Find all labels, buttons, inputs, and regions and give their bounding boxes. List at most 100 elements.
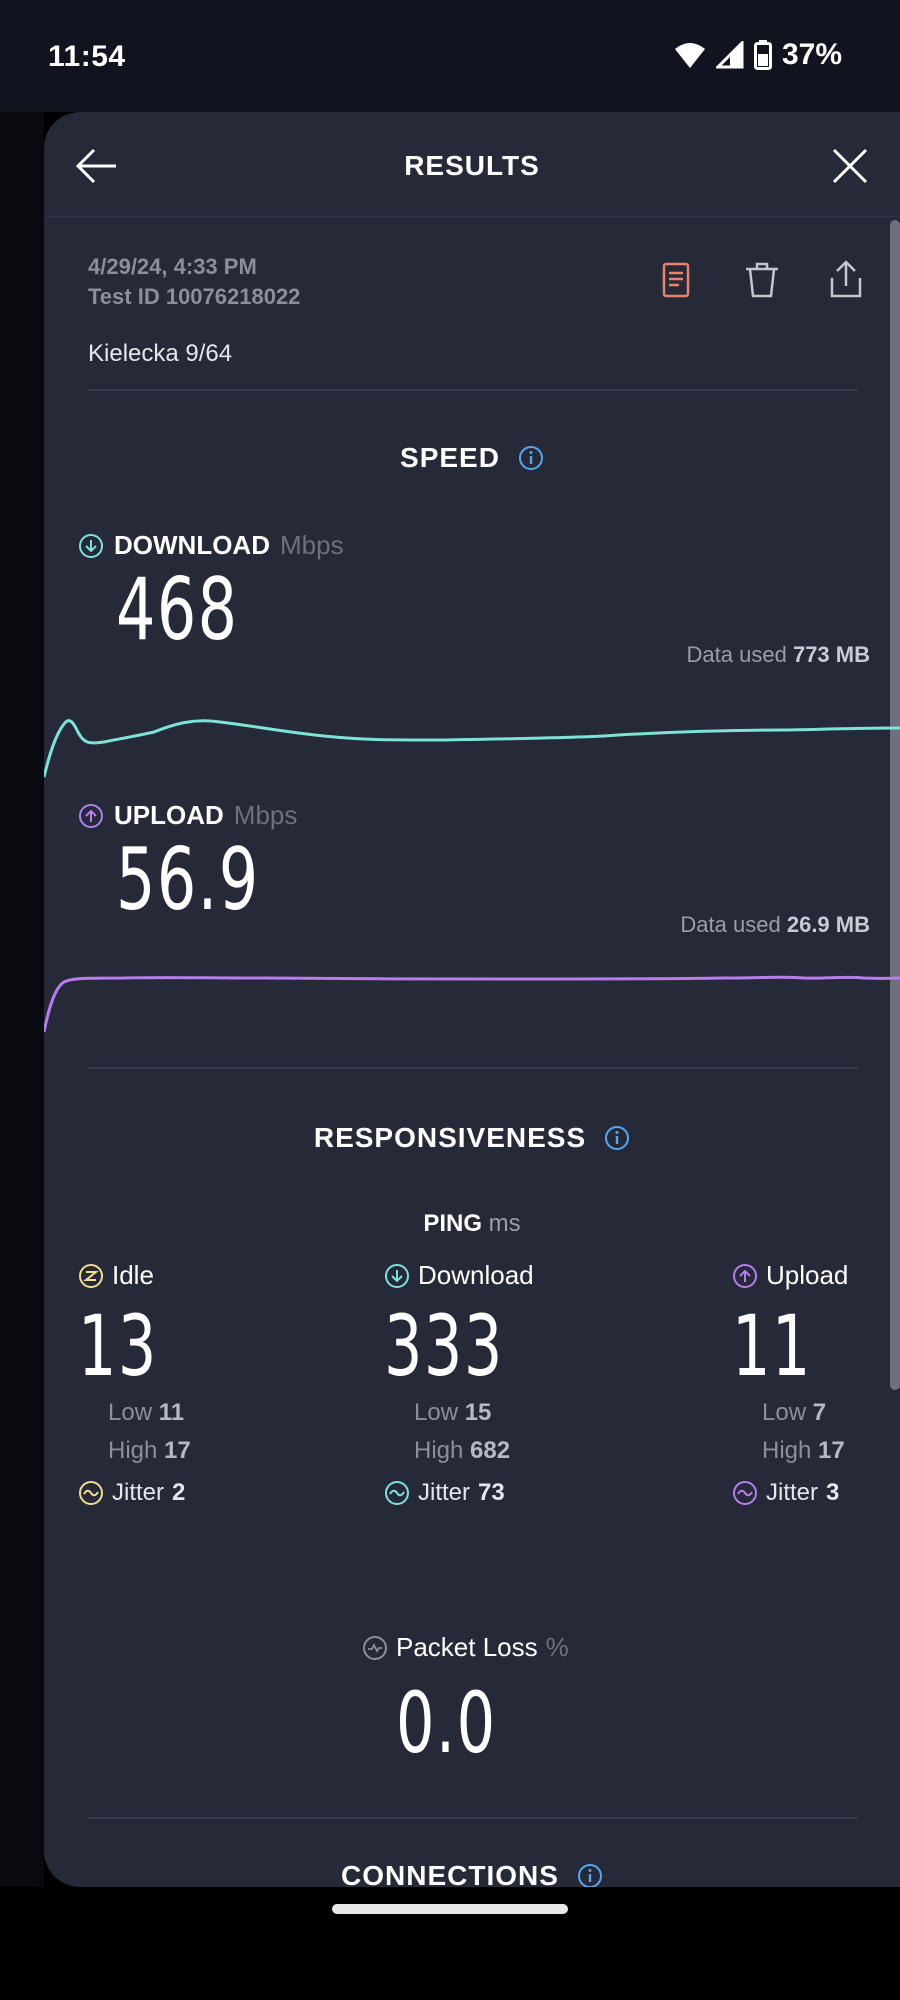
download-arrow-icon [385, 1263, 409, 1288]
ping-download-high-label: High [414, 1437, 464, 1464]
ping-idle-jitter: Jitter 2 [78, 1479, 191, 1507]
ping-upload-jitter-value: 3 [826, 1479, 840, 1506]
share-icon[interactable] [824, 258, 868, 302]
upload-arrow-icon [79, 803, 103, 828]
packet-loss-unit: % [545, 1632, 569, 1662]
info-icon[interactable] [518, 445, 544, 471]
ping-idle-high: High 17 [108, 1437, 191, 1465]
status-icons: 37% [674, 38, 842, 72]
ping-download-low-value: 15 [464, 1399, 492, 1426]
arrow-left-icon[interactable] [72, 142, 120, 190]
ping-upload-low-value: 7 [812, 1399, 827, 1426]
download-speed-value: 468 [116, 560, 239, 660]
ping-upload-low: Low 7 [762, 1399, 848, 1427]
results-sheet: RESULTS 4/29/24, 4:33 PM Test ID 1007621… [44, 112, 900, 1887]
ping-idle-low-value: 11 [158, 1399, 185, 1426]
ping-download-high-value: 682 [470, 1437, 511, 1464]
download-label: DOWNLOAD Mbps [78, 530, 344, 561]
ping-download-label: Download [384, 1260, 550, 1291]
packet-loss-icon [363, 1635, 387, 1660]
divider [88, 1817, 858, 1819]
speed-title-text: SPEED [400, 442, 500, 473]
ping-label: PING [423, 1210, 482, 1237]
info-icon[interactable] [604, 1125, 630, 1151]
header: RESULTS [44, 112, 900, 217]
connections-title-text: CONNECTIONS [341, 1860, 559, 1887]
connections-section-title: CONNECTIONS [44, 1860, 900, 1887]
responsiveness-title-text: RESPONSIVENESS [313, 1122, 587, 1153]
battery-icon [753, 40, 772, 70]
ping-upload-high-value: 17 [818, 1437, 845, 1464]
ping-upload-high: High 17 [762, 1437, 848, 1465]
download-arrow-icon [79, 533, 103, 558]
divider [88, 1067, 858, 1069]
jitter-icon [733, 1481, 757, 1505]
ping-upload-value: 11 [732, 1297, 812, 1395]
ping-idle-column: Idle 13 Low 11 High 17 Jitter 2 [78, 1260, 191, 1507]
ping-download-low: Low 15 [414, 1399, 550, 1427]
download-data-used-label: Data used [686, 642, 787, 667]
upload-label: UPLOAD Mbps [78, 800, 297, 831]
upload-data-used-label: Data used [680, 912, 781, 937]
download-speed-graph [44, 719, 900, 778]
ping-upload-column: Upload 11 Low 7 High 17 Jitter 3 [732, 1260, 848, 1507]
ping-unit: ms [488, 1210, 521, 1237]
status-bar: 11:54 37% [0, 0, 900, 112]
responsiveness-section-title: RESPONSIVENESS [44, 1122, 900, 1154]
ping-idle-low-label: Low [108, 1399, 153, 1426]
ping-download-jitter-label: Jitter [418, 1479, 471, 1506]
test-location: Kielecka 9/64 [88, 340, 233, 367]
ping-idle-jitter-label: Jitter [112, 1479, 165, 1506]
packet-loss-label: Packet Loss % [362, 1632, 569, 1663]
speed-section-title: SPEED [44, 442, 900, 474]
idle-icon [79, 1263, 103, 1288]
wifi-icon [674, 43, 705, 68]
upload-data-used: Data used 26.9 MB [680, 912, 870, 938]
ping-upload-label: Upload [732, 1260, 848, 1291]
trash-icon[interactable] [740, 258, 784, 302]
ping-download-high: High 682 [414, 1437, 550, 1465]
download-data-used: Data used 773 MB [687, 642, 870, 668]
ping-idle-high-value: 17 [164, 1437, 191, 1464]
background-app-edge [0, 112, 44, 1887]
close-icon[interactable] [826, 142, 874, 190]
ping-download-low-label: Low [414, 1399, 459, 1426]
page-title: RESULTS [404, 150, 540, 181]
ping-upload-jitter-label: Jitter [766, 1479, 819, 1506]
upload-speed-graph [44, 975, 900, 1033]
upload-unit: Mbps [233, 800, 298, 830]
ping-idle-label: Idle [78, 1260, 191, 1291]
ping-idle-value: 13 [78, 1297, 158, 1395]
ping-download-jitter: Jitter 73 [384, 1479, 550, 1507]
test-id: Test ID 10076218022 [88, 284, 301, 309]
battery-percentage: 37% [781, 38, 842, 71]
scrollbar[interactable] [890, 220, 900, 1390]
info-icon[interactable] [577, 1863, 603, 1887]
jitter-icon [79, 1481, 103, 1505]
ping-upload-jitter: Jitter 3 [732, 1479, 848, 1507]
ping-idle-high-label: High [108, 1437, 158, 1464]
packet-loss-label-text: Packet Loss [396, 1632, 538, 1662]
packet-loss-value: 0.0 [396, 1674, 497, 1772]
document-icon[interactable] [654, 258, 698, 302]
download-label-text: DOWNLOAD [114, 530, 270, 560]
ping-idle-low: Low 11 [108, 1399, 191, 1427]
test-date: 4/29/24, 4:33 PM [88, 254, 257, 279]
ping-download-jitter-value: 73 [478, 1479, 505, 1506]
upload-label-text: UPLOAD [114, 800, 224, 830]
jitter-icon [385, 1481, 409, 1505]
ping-idle-jitter-value: 2 [172, 1479, 186, 1506]
home-gesture-handle[interactable] [332, 1904, 568, 1914]
ping-download-value: 333 [384, 1297, 504, 1395]
ping-upload-label-text: Upload [766, 1260, 849, 1290]
download-data-used-value: 773 MB [792, 642, 870, 667]
status-time: 11:54 [48, 40, 126, 73]
upload-data-used-value: 26.9 MB [786, 912, 870, 937]
ping-download-label-text: Download [418, 1260, 534, 1290]
ping-upload-low-label: Low [762, 1399, 807, 1426]
ping-upload-high-label: High [762, 1437, 812, 1464]
ping-title: PING ms [44, 1210, 900, 1238]
divider [88, 389, 858, 391]
ping-download-column: Download 333 Low 15 High 682 Jitter 73 [384, 1260, 550, 1507]
upload-arrow-icon [733, 1263, 757, 1288]
